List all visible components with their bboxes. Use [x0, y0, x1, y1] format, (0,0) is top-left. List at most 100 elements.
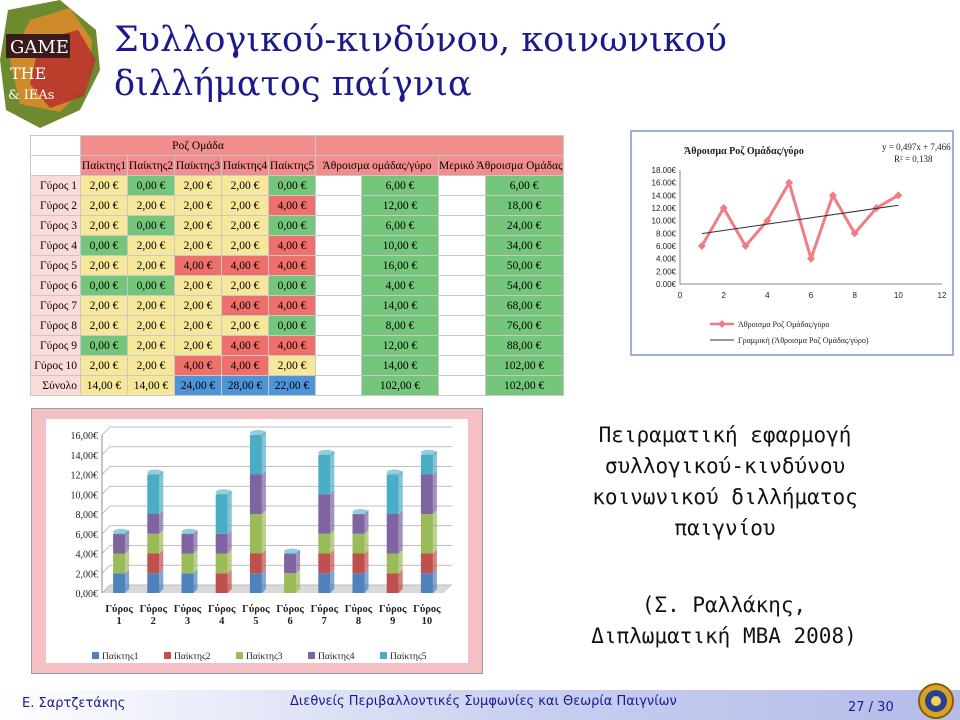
row-label: Γύρος 1 [30, 175, 81, 196]
table-row: Γύρος 2 2,00 €2,00 €2,00 €2,00 €4,00 €12,… [30, 195, 564, 216]
bar-segment [352, 533, 365, 554]
y-tick-label: 16,00€ [71, 431, 99, 442]
bar-segment-side [330, 549, 335, 574]
table-cell: 24,00 € [174, 375, 222, 396]
bar-top [386, 469, 403, 476]
table-column-header: Μερικό Άθροισμα Ομάδας [438, 155, 564, 176]
x-tick-label: Γύρος [276, 604, 304, 615]
data-point [807, 254, 815, 263]
bar-segment [386, 573, 399, 593]
bar-segment-side [432, 470, 437, 514]
bar-segment [147, 533, 160, 554]
team-partial-sum: 102,00 € [484, 375, 564, 396]
bar-segment-side [330, 529, 335, 554]
row-label: Γύρος 3 [30, 215, 81, 236]
legend-swatch [308, 652, 315, 659]
legend-label: Παίκτης1 [102, 652, 139, 662]
table-column-header: Παίκτης5 [268, 155, 316, 176]
table-cell: 0,00 € [80, 235, 128, 256]
bar-segment [318, 553, 331, 574]
x-tick-label: 4 [765, 291, 770, 300]
team-partial-sum: 34,00 € [484, 235, 564, 256]
table-cell: 4,00 € [268, 195, 316, 216]
chart-title: Άθροισμα Ροζ Ομάδας/γύρο [684, 146, 804, 157]
table-cell: 4,00 € [174, 355, 222, 376]
bar-segment-side [364, 510, 369, 534]
table-cell: 0,00 € [127, 215, 175, 236]
logo-ieas-text: & IEAs [8, 88, 54, 103]
y-tick-label: 14,00€ [71, 451, 99, 462]
bar-segment-side [398, 549, 403, 574]
legend-series-label: Άθροισμα Ροζ Ομάδας/γύρο [738, 320, 829, 329]
table-cell: 0,00 € [127, 175, 175, 196]
table-row: Γύρος 9 0,00 €2,00 €2,00 €4,00 €4,00 €12,… [30, 335, 564, 356]
table-cell: 4,00 € [221, 355, 269, 376]
team-round-sum: 16,00 € [361, 255, 439, 276]
table-cell: 0,00 € [268, 275, 316, 296]
row-label: Σύνολο [30, 375, 81, 396]
table-cell: 2,00 € [174, 195, 222, 216]
y-tick-label: 14.00€ [652, 191, 677, 200]
table-cell: 2,00 € [221, 215, 269, 236]
bar-segment [420, 474, 433, 514]
bar-segment-side [330, 450, 335, 495]
table-column-header: Παίκτης4 [221, 155, 269, 176]
trendline [701, 204, 899, 235]
gridline-depth [101, 466, 111, 475]
table-cell: 4,00 € [268, 235, 316, 256]
line-chart-panel: Άθροισμα Ροζ Ομάδας/γύρο y = 0,497x + 7,4… [630, 130, 954, 356]
bar-segment-side [330, 490, 335, 534]
team-round-sum: 10,00 € [361, 235, 439, 256]
team-partial-sum: 50,00 € [484, 255, 564, 276]
bar-chart-panel: 0,00€ 2,00€ 4,00€ 6,00€ 8,00€ 10,00€ 12,00€ 14,… [31, 408, 483, 674]
table-row: Γύρος 6 0,00 €0,00 €2,00 €2,00 €0,00 €4,0… [30, 275, 564, 296]
footer-bar [0, 690, 960, 720]
x-tick-label: Γύρος [174, 604, 202, 615]
data-point [828, 191, 837, 200]
bar-segment [147, 573, 160, 593]
bar-segment [352, 553, 365, 574]
bar-segment [181, 553, 194, 574]
gridline-depth [101, 485, 111, 495]
data-point [719, 204, 728, 212]
legend-swatch [164, 652, 171, 659]
table-cell: 2,00 € [127, 235, 175, 256]
bar-segment-side [432, 510, 437, 554]
bar-segment-side [193, 569, 198, 593]
bar-segment [420, 573, 433, 593]
x-tick-label: 12 [938, 291, 947, 300]
bar-segment-side [227, 490, 232, 534]
line-chart: Άθροισμα Ροζ Ομάδας/γύρο y = 0,497x + 7,4… [652, 142, 952, 345]
row-label: Γύρος 8 [30, 315, 81, 336]
x-tick-label: Γύρος [105, 604, 133, 615]
bar-segment [386, 514, 399, 554]
table-spacer [315, 355, 362, 376]
bar-segment-side [398, 470, 403, 514]
table-spacer [315, 295, 362, 316]
bar-segment-side [432, 569, 437, 593]
table-column-header: Παίκτης1 [80, 155, 128, 176]
bar-segment-side [364, 549, 369, 574]
table-cell: 2,00 € [221, 275, 269, 296]
y-tick-label: 0,00€ [76, 589, 99, 600]
caption-line: συλλογικού-κινδύνου [604, 454, 846, 478]
x-tick-label: 4 [219, 616, 225, 627]
bar-segment [420, 514, 433, 554]
table-spacer [315, 335, 362, 356]
table-cell: 2,00 € [80, 355, 128, 376]
bar-segment-side [296, 569, 301, 593]
table-cell: 2,00 € [174, 335, 222, 356]
y-tick-label: 4.00€ [656, 255, 677, 264]
footer-author: Ε. Σαρτζετάκης [22, 696, 126, 711]
table-cell: 0,00 € [268, 175, 316, 196]
table-cell: 0,00 € [268, 215, 316, 236]
y-tick-label: 0.00€ [656, 280, 677, 289]
table-corner [30, 135, 81, 156]
gridline-depth [101, 505, 111, 515]
row-label: Γύρος 6 [30, 275, 81, 296]
table-cell: 28,00 € [221, 375, 269, 396]
table-cell: 4,00 € [221, 255, 269, 276]
table-cell: 2,00 € [174, 175, 222, 196]
table-column-header: Παίκτης2 [127, 155, 175, 176]
y-tick-label: 2,00€ [76, 569, 99, 580]
